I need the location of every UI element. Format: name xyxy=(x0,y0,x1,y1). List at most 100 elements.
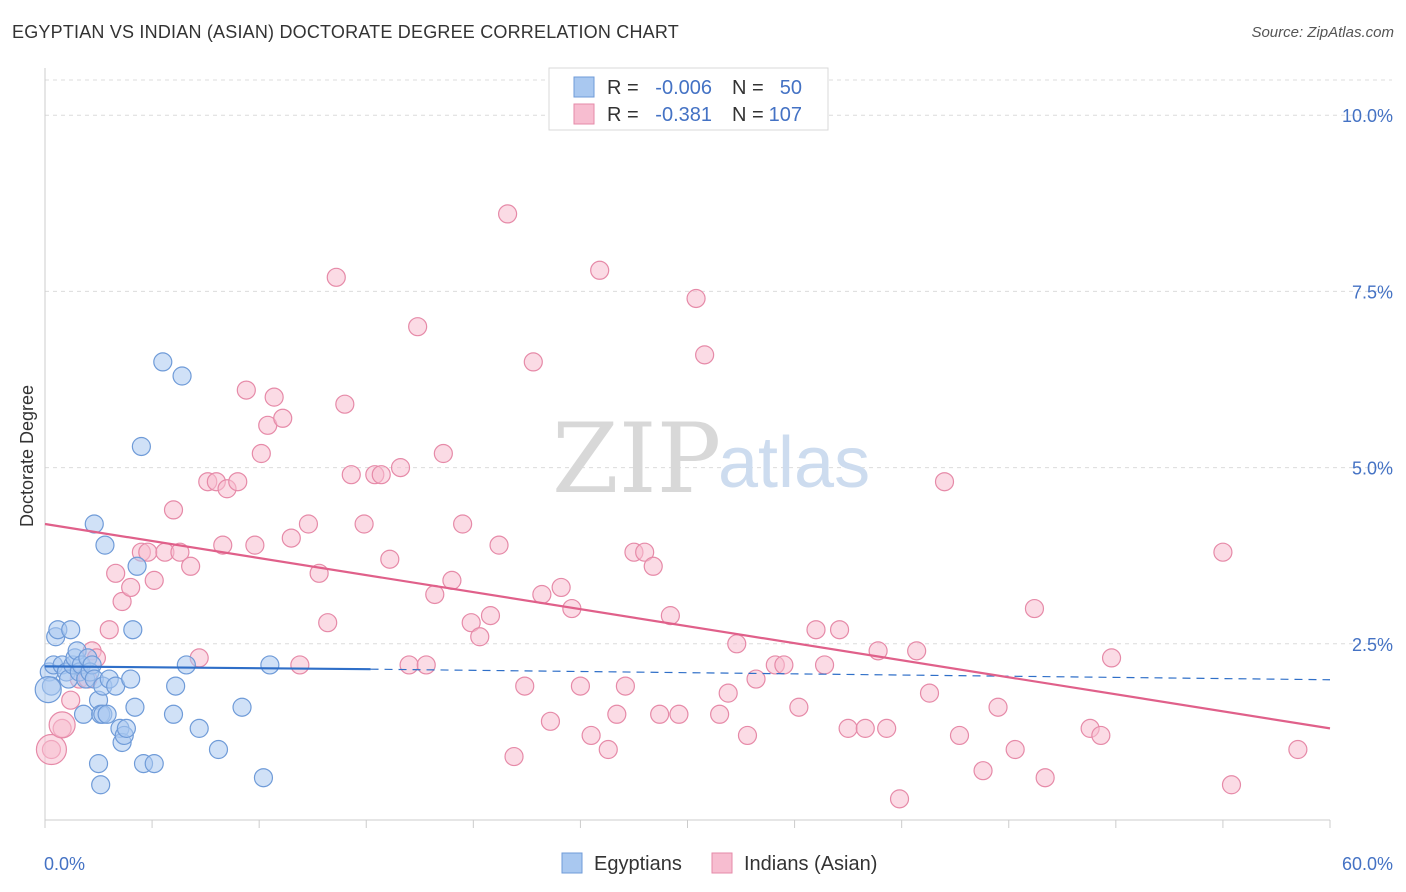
point-indians xyxy=(170,542,190,562)
point-indians xyxy=(273,408,293,428)
y-tick-label: 7.5% xyxy=(1352,282,1393,302)
point-indians xyxy=(318,613,338,633)
point-indians xyxy=(236,380,256,400)
point-indians xyxy=(35,733,68,766)
legend-n-value-indians: 107 xyxy=(769,104,802,126)
point-indians xyxy=(326,267,346,287)
point-indians xyxy=(335,394,355,414)
point-indians xyxy=(515,676,535,696)
legend-r-label: R = xyxy=(607,104,639,126)
trend-layer xyxy=(44,522,1331,730)
point-egyptians xyxy=(232,697,252,717)
points-layer xyxy=(34,204,1308,809)
point-egyptians xyxy=(91,775,111,795)
point-indians xyxy=(695,345,715,365)
point-indians xyxy=(251,443,271,464)
point-indians xyxy=(1221,775,1242,795)
point-indians xyxy=(814,655,835,675)
point-indians xyxy=(380,549,400,569)
point-indians xyxy=(99,620,119,640)
point-indians xyxy=(727,634,747,654)
point-indians xyxy=(635,542,655,562)
point-indians xyxy=(408,317,428,337)
point-egyptians xyxy=(123,620,143,640)
point-egyptians xyxy=(163,704,184,724)
point-egyptians xyxy=(166,676,186,696)
point-egyptians xyxy=(176,655,196,675)
y-axis-title: Doctorate Degree xyxy=(17,385,37,527)
point-indians xyxy=(290,655,310,675)
source-credit: Source: ZipAtlas.com xyxy=(1251,24,1394,41)
trendline-egyptians-extension xyxy=(370,668,1331,681)
point-indians xyxy=(163,500,184,520)
point-egyptians xyxy=(73,704,94,724)
point-indians xyxy=(532,584,552,605)
point-egyptians xyxy=(189,718,209,738)
point-indians xyxy=(1005,739,1025,760)
point-egyptians xyxy=(208,739,229,760)
point-indians xyxy=(504,746,524,767)
point-indians xyxy=(341,465,361,485)
point-indians xyxy=(934,472,955,492)
chart-title: EGYPTIAN VS INDIAN (ASIAN) DOCTORATE DEG… xyxy=(12,22,679,42)
point-indians xyxy=(298,514,319,534)
legend-label-egyptians: Egyptians xyxy=(594,853,682,875)
point-indians xyxy=(112,591,132,612)
point-indians xyxy=(523,352,543,372)
point-indians xyxy=(686,288,706,309)
point-indians xyxy=(228,472,248,492)
grid-layer xyxy=(45,79,1392,645)
y-tick-label: 2.5% xyxy=(1352,635,1393,655)
watermark-atlas: atlas xyxy=(718,423,870,503)
legend-n-label: N = xyxy=(732,77,764,99)
point-indians xyxy=(660,606,680,626)
point-egyptians xyxy=(253,768,274,788)
point-indians xyxy=(889,789,910,809)
point-egyptians xyxy=(127,556,147,576)
point-indians xyxy=(281,528,301,548)
point-indians xyxy=(949,725,970,746)
point-indians xyxy=(1091,725,1111,746)
point-indians xyxy=(480,606,501,626)
point-egyptians xyxy=(61,620,81,640)
point-indians xyxy=(144,570,164,590)
trendline-indians xyxy=(44,522,1331,730)
y-tick-label: 10.0% xyxy=(1342,106,1393,126)
point-indians xyxy=(106,563,126,583)
point-indians xyxy=(650,704,670,724)
point-egyptians xyxy=(84,514,104,534)
point-indians xyxy=(829,620,850,640)
point-egyptians xyxy=(260,655,280,675)
point-egyptians xyxy=(125,697,145,717)
point-indians xyxy=(581,725,601,746)
point-indians xyxy=(710,704,730,724)
point-egyptians xyxy=(95,535,115,555)
point-egyptians xyxy=(34,676,62,704)
point-indians xyxy=(390,458,411,478)
point-indians xyxy=(1035,768,1055,788)
point-indians xyxy=(598,739,618,760)
point-indians xyxy=(643,556,663,576)
point-indians xyxy=(48,711,76,739)
watermark: ZIP atlas xyxy=(552,403,870,515)
point-indians xyxy=(615,676,635,696)
point-egyptians xyxy=(172,366,192,386)
point-indians xyxy=(669,704,689,724)
trendline-egyptians xyxy=(44,665,371,671)
point-indians xyxy=(590,260,610,280)
point-indians xyxy=(570,676,591,696)
point-egyptians xyxy=(88,754,109,774)
point-indians xyxy=(746,669,766,689)
point-indians xyxy=(988,697,1008,717)
point-indians xyxy=(838,718,858,738)
point-indians xyxy=(907,641,927,661)
axes-layer: 2.5% 5.0% 7.5% 10.0% 0.0% 60.0% xyxy=(44,68,1393,874)
point-indians xyxy=(774,655,794,675)
point-egyptians xyxy=(97,704,117,724)
point-indians xyxy=(540,711,561,731)
legend-n-value-egyptians: 50 xyxy=(780,77,802,99)
point-egyptians xyxy=(144,754,164,774)
point-indians xyxy=(919,683,940,703)
legend-bottom: Egyptians Indians (Asian) xyxy=(561,852,877,875)
